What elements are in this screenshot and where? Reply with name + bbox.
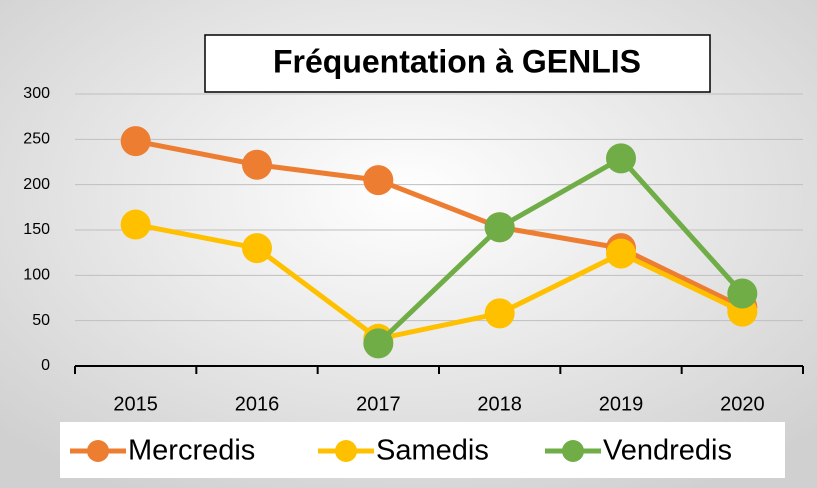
data-point — [727, 278, 758, 309]
legend-marker — [87, 440, 109, 462]
data-point — [242, 149, 272, 180]
data-point — [363, 328, 394, 359]
y-tick-label: 100 — [23, 267, 50, 284]
x-tick-label: 2018 — [477, 393, 522, 415]
data-point — [242, 233, 272, 264]
legend-label: Vendredis — [603, 435, 732, 467]
title-box — [204, 34, 711, 93]
legend-label: Samedis — [376, 435, 489, 467]
y-tick-label: 50 — [32, 312, 50, 329]
y-tick-label: 250 — [23, 131, 50, 148]
x-tick-label: 2020 — [720, 393, 765, 415]
data-point — [484, 212, 515, 243]
legend-marker — [562, 440, 584, 462]
data-point — [606, 143, 636, 174]
data-point — [606, 238, 636, 269]
data-point — [120, 209, 151, 240]
legend-box — [60, 422, 785, 478]
series-line — [135, 222, 744, 342]
legend-label: Mercredis — [128, 435, 255, 467]
x-tick-label: 2019 — [599, 393, 644, 415]
series-line — [376, 155, 745, 346]
data-point — [120, 126, 151, 157]
y-tick-label: 200 — [23, 176, 50, 193]
x-tick-label: 2016 — [235, 393, 280, 415]
chart-title: Fréquentation à GENLIS — [273, 43, 641, 79]
x-tick-label: 2017 — [356, 393, 401, 415]
legend-marker — [335, 440, 357, 462]
data-point — [484, 298, 515, 329]
y-tick-label: 300 — [23, 85, 50, 102]
y-tick-label: 150 — [23, 221, 50, 238]
y-tick-label: 0 — [41, 357, 50, 374]
data-point — [363, 165, 394, 196]
series-line — [135, 138, 744, 310]
x-tick-label: 2015 — [113, 393, 158, 415]
